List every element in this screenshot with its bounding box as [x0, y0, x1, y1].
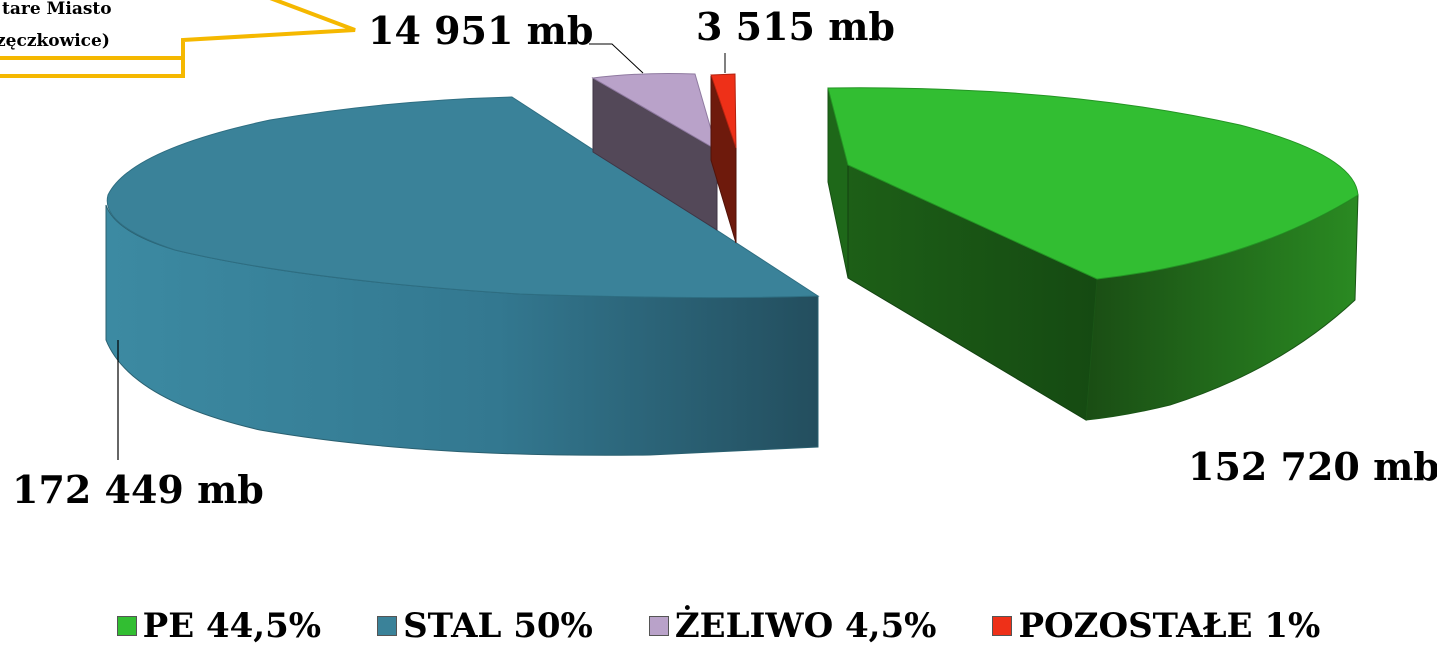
- legend-item-pozostale: POZOSTAŁE 1%: [992, 606, 1320, 646]
- legend-swatch-pe: [116, 616, 137, 636]
- leader-lines: [117, 43, 726, 460]
- leader-line-zeliwo: [589, 43, 644, 74]
- callout-box: tare Miasto zęczkowice): [0, 0, 356, 78]
- callout-line-1: tare Miasto: [2, 0, 112, 19]
- slice-pozostale: [710, 73, 737, 244]
- slice-stal: [105, 96, 820, 456]
- callout-border: [0, 0, 356, 60]
- legend-item-pe: PE 44,5%: [116, 606, 322, 646]
- callout-border-lower: [0, 58, 185, 78]
- slice-pe: [827, 87, 1359, 421]
- slice-pe-top: [827, 87, 1359, 280]
- legend-label-stal: STAL 50%: [403, 606, 593, 646]
- slice-pozostale-top: [710, 73, 737, 149]
- legend-label-zeliwo: ŻELIWO 4,5%: [674, 606, 937, 646]
- legend-swatch-zeliwo: [648, 616, 669, 636]
- callout-line-2: zęczkowice): [0, 31, 110, 51]
- legend-label-pe: PE 44,5%: [142, 606, 322, 646]
- slice-stal-top: [106, 96, 820, 299]
- legend-label-pozostale: POZOSTAŁE 1%: [1018, 606, 1321, 646]
- chart-legend: PE 44,5% STAL 50% ŻELIWO 4,5% POZOSTAŁE …: [0, 606, 1437, 646]
- legend-item-stal: STAL 50%: [377, 606, 593, 646]
- data-label-zeliwo: 14 951 mb: [368, 8, 593, 53]
- data-label-pe: 152 720 mb: [1188, 444, 1437, 489]
- legend-item-zeliwo: ŻELIWO 4,5%: [648, 606, 937, 646]
- slice-zeliwo: [591, 73, 718, 231]
- legend-swatch-stal: [377, 616, 398, 636]
- data-label-pozostale: 3 515 mb: [696, 4, 895, 49]
- slice-zeliwo-top: [591, 73, 718, 152]
- legend-swatch-pozostale: [992, 616, 1013, 636]
- data-label-stal: 172 449 mb: [12, 467, 264, 512]
